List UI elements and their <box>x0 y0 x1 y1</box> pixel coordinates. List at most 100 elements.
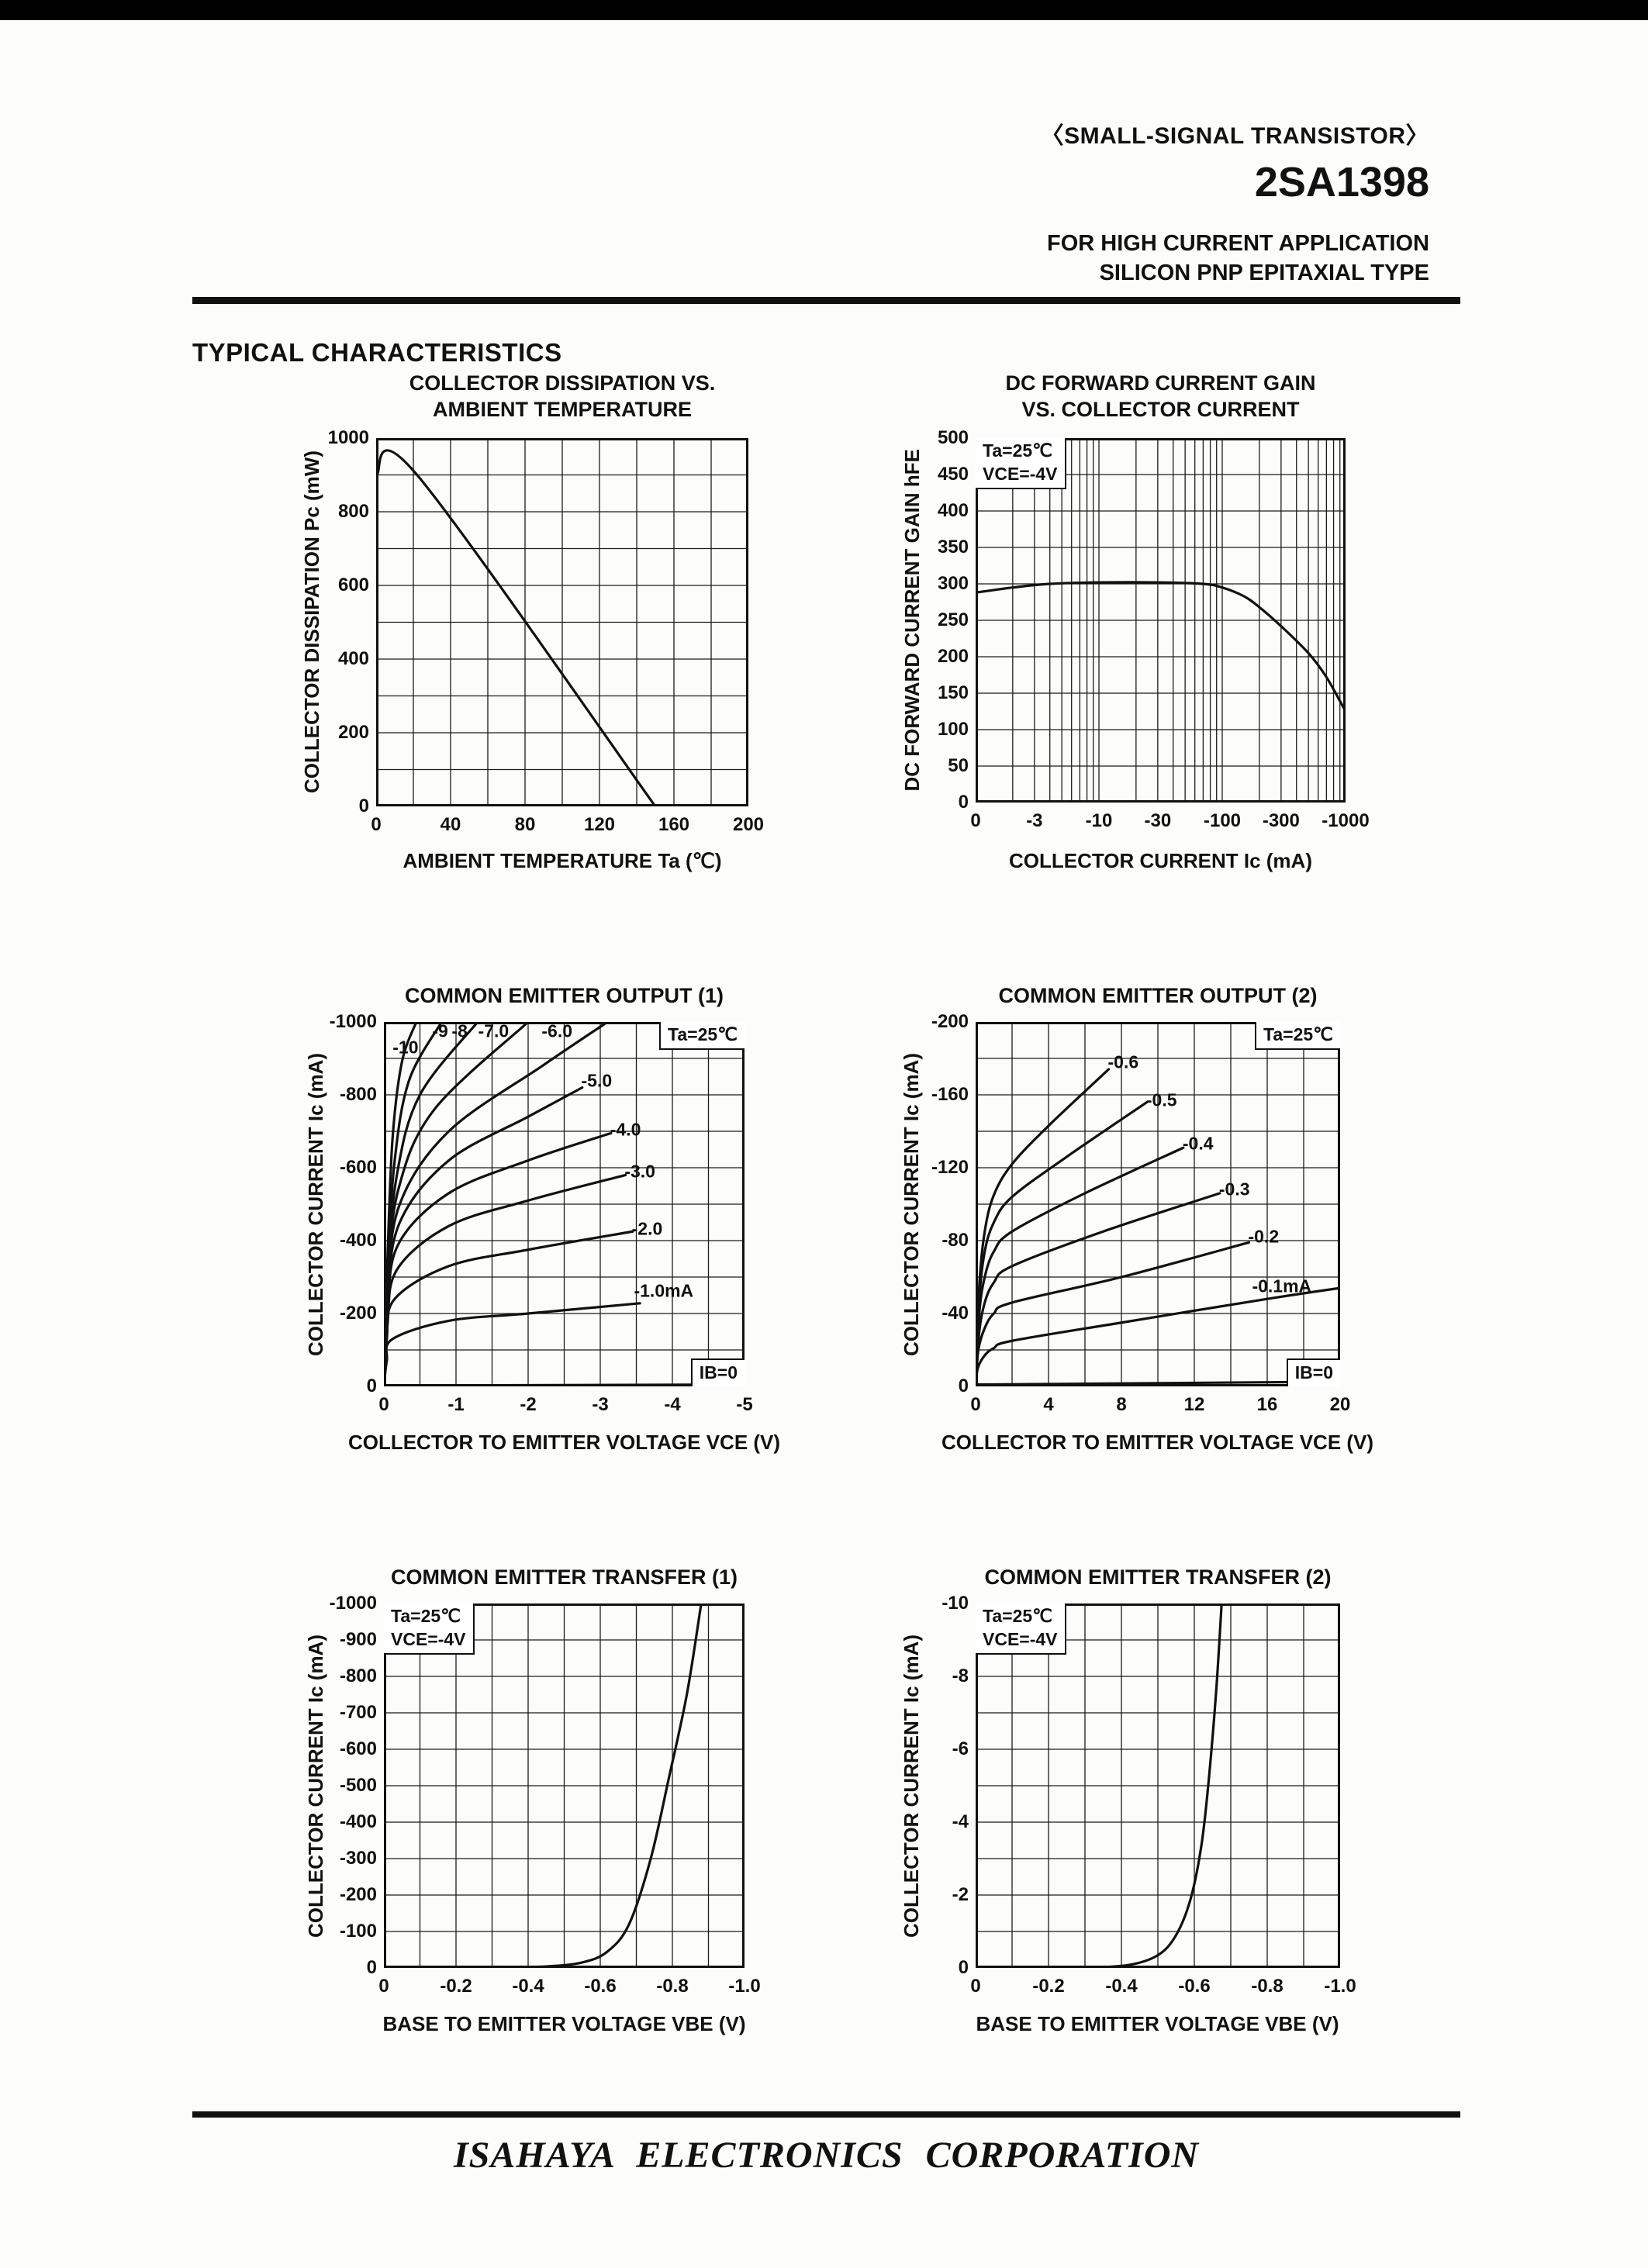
series-ib-4ma <box>384 1131 613 1386</box>
annotation-text: VCE=-4V <box>983 1628 1058 1649</box>
subtitle-application: FOR HIGH CURRENT APPLICATION <box>1047 231 1429 256</box>
curve-label: -6.0 <box>541 1020 573 1041</box>
y-tick-label: 200 <box>337 722 369 743</box>
annotation-box: Ta=25℃ VCE=-4V <box>384 1603 475 1655</box>
y-tick-label: 500 <box>937 427 969 448</box>
y-tick-label: 400 <box>337 648 369 669</box>
chart2-plot: 0 -3 -10 -30 -100 -300 -1000 0 50 100 150 200 250 300… <box>938 427 1370 831</box>
chart2-title-line2: VS. COLLECTOR CURRENT <box>1021 397 1300 421</box>
annotation-text: Ta=25℃ <box>668 1024 738 1044</box>
series-transfer <box>1083 1603 1223 1968</box>
common-emitter-transfer-2-canvas <box>976 1603 1340 1968</box>
annotation-text: Ta=25℃ <box>1263 1024 1333 1044</box>
y-tick-label: 1000 <box>327 427 369 448</box>
part-number: 2SA1398 <box>1254 159 1429 205</box>
series-ib-0p5ma <box>976 1100 1149 1386</box>
subtitle-type: SILICON PNP EPITAXIAL TYPE <box>1099 260 1429 285</box>
x-tick-label: -0.4 <box>512 1976 544 1997</box>
x-tick-label: -100 <box>1203 810 1242 831</box>
y-tick-label: 250 <box>937 609 969 630</box>
chart6-title-line1: COMMON EMITTER TRANSFER (2) <box>984 1566 1332 1589</box>
series-hfe <box>976 581 1346 713</box>
x-tick-label: 12 <box>1183 1394 1205 1415</box>
y-tick-label: -200 <box>339 1884 377 1905</box>
curve-label: -2.0 <box>631 1218 663 1239</box>
series-ib-0p2ma <box>976 1241 1251 1386</box>
y-tick-label: -500 <box>339 1775 377 1796</box>
annotation-box: IB=0 <box>690 1358 745 1386</box>
curve-label: -1.0mA <box>634 1280 694 1301</box>
chart4-x-axis-label: COLLECTOR TO EMITTER VOLTAGE VCE (V) <box>941 1431 1374 1454</box>
chart5-plot: 0 -0.2 -0.4 -0.6 -0.8 -1.0 0 -100 -200 -300 -400 -5… <box>330 1593 761 1997</box>
x-tick-label: -4 <box>664 1394 681 1415</box>
y-tick-label: 300 <box>937 573 969 594</box>
series-ib-0 <box>384 1383 731 1386</box>
chart1-title: COLLECTOR DISSIPATION VS. AMBIENT TEMPER… <box>376 371 748 423</box>
curve-label: -5.0 <box>581 1070 613 1091</box>
x-tick-label: 0 <box>378 1976 389 1997</box>
y-tick-label: 0 <box>358 796 369 816</box>
annotation-text: IB=0 <box>699 1362 738 1383</box>
y-tick-label: -6 <box>952 1738 969 1759</box>
curve-label: -4.0 <box>610 1119 641 1140</box>
curve-label: -9 <box>432 1020 448 1041</box>
y-tick-label: -100 <box>339 1921 377 1942</box>
x-tick-label: 4 <box>1043 1394 1054 1415</box>
annotation-box: Ta=25℃ VCE=-4V <box>976 1603 1066 1655</box>
y-tick-label: -80 <box>941 1230 969 1251</box>
y-tick-label: 400 <box>937 500 969 521</box>
x-tick-label: -2 <box>520 1394 537 1415</box>
y-tick-label: -800 <box>339 1666 377 1686</box>
curve-label: -0.6 <box>1107 1051 1139 1072</box>
series-ib-0p1ma <box>976 1286 1340 1386</box>
y-tick-label: 800 <box>337 501 369 522</box>
y-tick-label: 0 <box>366 1957 377 1978</box>
y-tick-label: -200 <box>339 1303 377 1324</box>
annotation-box: IB=0 <box>1286 1358 1340 1386</box>
subtitle-block: FOR HIGH CURRENT APPLICATION SILICON PNP… <box>1041 230 1429 288</box>
y-tick-label: -10 <box>941 1593 969 1614</box>
chart4-plot: 0 4 8 12 16 20 0 -40 -80 -120 -160 -200 -0.6 -0.5 -0.4… <box>931 1011 1350 1415</box>
y-tick-label: 0 <box>958 792 969 813</box>
curve-label: -3.0 <box>624 1161 655 1182</box>
x-tick-label: -3 <box>1026 810 1043 831</box>
footer-rule <box>192 2111 1460 2118</box>
chart2-x-axis-label: COLLECTOR CURRENT Ic (mA) <box>1009 849 1312 872</box>
chart5-x-axis-label: BASE TO EMITTER VOLTAGE VBE (V) <box>382 2012 746 2035</box>
curve-label: -0.2 <box>1248 1226 1280 1247</box>
x-tick-label: 0 <box>378 1394 389 1415</box>
chart2-title-line1: DC FORWARD CURRENT GAIN <box>1005 371 1316 395</box>
x-tick-label: 80 <box>514 814 536 835</box>
annotation-box: Ta=25℃ <box>1255 1022 1340 1050</box>
chart1-title-line1: COLLECTOR DISSIPATION VS. <box>409 371 716 395</box>
x-tick-label: 0 <box>970 810 981 831</box>
x-tick-label: 160 <box>658 814 690 835</box>
y-tick-label: 50 <box>948 755 969 776</box>
chart6-title: COMMON EMITTER TRANSFER (2) <box>976 1565 1340 1591</box>
x-tick-label: -10 <box>1085 810 1113 831</box>
x-tick-label: 0 <box>970 1394 981 1415</box>
chart3-y-axis-label: COLLECTOR CURRENT Ic (mA) <box>303 1052 327 1356</box>
chart5-title: COMMON EMITTER TRANSFER (1) <box>384 1565 745 1591</box>
collector-dissipation-vs-ambient-temperature-canvas <box>376 438 748 806</box>
annotation-text: VCE=-4V <box>391 1628 466 1649</box>
chart5-title-line1: COMMON EMITTER TRANSFER (1) <box>391 1566 738 1589</box>
common-emitter-output-1-canvas <box>384 1022 745 1386</box>
y-tick-label: -400 <box>339 1811 377 1832</box>
scan-top-bar <box>0 0 1648 20</box>
y-tick-label: 150 <box>937 682 969 703</box>
x-tick-label: -30 <box>1144 810 1172 831</box>
x-tick-label: -0.6 <box>1178 1976 1211 1997</box>
curve-label: -0.5 <box>1145 1089 1177 1110</box>
y-tick-label: -4 <box>952 1811 969 1832</box>
x-tick-label: -1 <box>447 1394 465 1415</box>
chart2-title: DC FORWARD CURRENT GAIN VS. COLLECTOR CU… <box>976 371 1346 423</box>
curve-label: -0.3 <box>1218 1179 1250 1200</box>
x-tick-label: 200 <box>732 814 765 835</box>
y-tick-label: -2 <box>952 1884 969 1905</box>
chart3-x-axis-label: COLLECTOR TO EMITTER VOLTAGE VCE (V) <box>347 1431 781 1454</box>
annotation-box: Ta=25℃ VCE=-4V <box>976 438 1066 489</box>
y-tick-label: -300 <box>339 1848 377 1869</box>
y-tick-label: -160 <box>931 1084 969 1105</box>
